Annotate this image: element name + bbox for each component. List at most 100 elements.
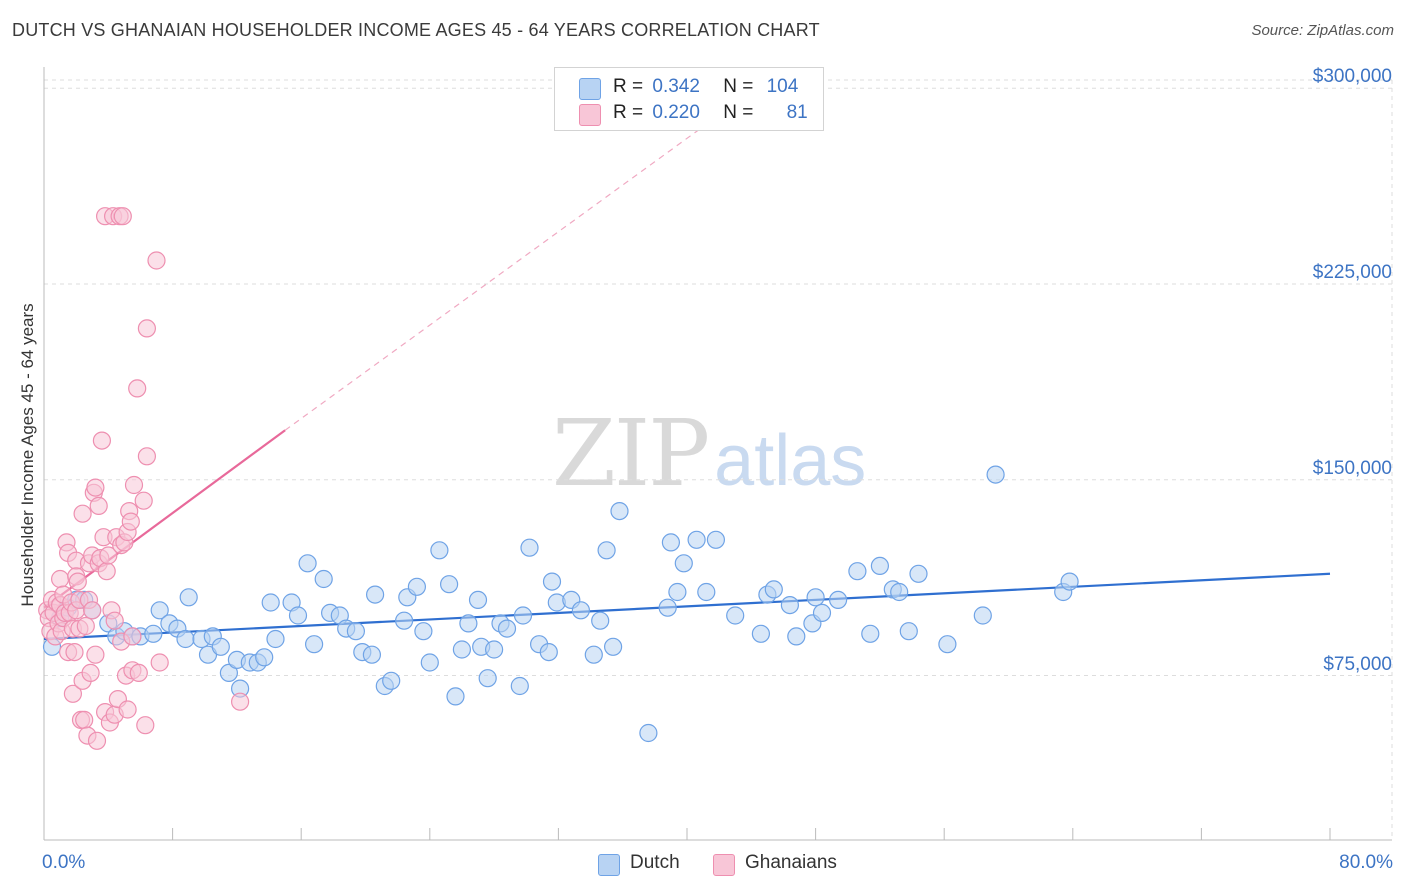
point-dutch-71: [603, 637, 623, 656]
legend-swatch-dutch: [579, 78, 601, 100]
point-dutch-46: [414, 622, 433, 641]
point-dutch-60: [513, 606, 533, 625]
point-dutch-98: [938, 635, 957, 654]
point-dutch-26: [255, 648, 274, 667]
point-dutch-68: [584, 645, 603, 664]
point-ghana-46: [92, 431, 112, 450]
point-ghana-77: [137, 319, 156, 338]
point-dutch-37: [346, 622, 365, 641]
point-dutch-27: [261, 593, 280, 612]
point-dutch-40: [366, 585, 385, 604]
points-layer: [38, 207, 1079, 750]
point-ghana-50: [97, 562, 116, 581]
point-dutch-72: [610, 502, 629, 521]
point-dutch-80: [706, 530, 726, 549]
point-dutch-56: [485, 640, 504, 659]
point-dutch-61: [520, 538, 539, 557]
point-ghana-25: [68, 572, 87, 591]
point-ghana-78: [147, 251, 166, 270]
point-dutch-30: [288, 606, 308, 625]
point-ghana-56: [105, 611, 124, 630]
point-ghana-68: [121, 512, 140, 531]
point-dutch-89: [812, 603, 832, 623]
point-ghana-36: [81, 663, 100, 683]
x-tick-label-0: 0.0%: [42, 852, 86, 873]
point-dutch-67: [571, 601, 591, 620]
point-dutch-70: [597, 541, 616, 560]
point-dutch-32: [305, 635, 324, 654]
point-ghana-9: [50, 569, 70, 589]
point-dutch-85: [780, 595, 800, 615]
point-dutch-78: [687, 530, 706, 549]
point-ghana-76: [137, 447, 156, 466]
point-dutch-84: [764, 580, 783, 599]
point-dutch-81: [726, 606, 745, 625]
point-dutch-93: [870, 556, 890, 576]
point-dutch-86: [787, 627, 806, 646]
point-dutch-73: [639, 723, 658, 743]
point-dutch-82: [751, 624, 771, 643]
point-ghana-40: [86, 478, 105, 497]
y-axis-label: Householder Income Ages 45 - 64 years: [18, 303, 37, 607]
point-ghana-32: [76, 616, 95, 636]
y-tick-label-3: $300,000: [1312, 66, 1392, 88]
point-dutch-53: [468, 590, 488, 610]
axes-layer: [43, 67, 1392, 841]
point-dutch-88: [806, 588, 825, 607]
point-dutch-45: [407, 577, 426, 596]
point-dutch-92: [861, 624, 880, 643]
point-dutch-79: [697, 582, 716, 602]
stats-legend: R = 0.342 N = 104 R = 0.220 N = 81: [554, 67, 824, 131]
point-dutch-63: [539, 642, 558, 662]
point-ghana-75: [136, 716, 155, 735]
point-dutch-43: [395, 611, 414, 630]
series-swatch-dutch: [598, 854, 620, 876]
point-dutch-55: [478, 669, 497, 688]
legend-text-dutch: R = 0.342 N = 104: [613, 76, 799, 97]
point-ghana-62: [113, 207, 132, 226]
y-tick-label-1: $150,000: [1312, 457, 1392, 479]
point-ghana-73: [129, 663, 148, 683]
point-ghana-51: [99, 546, 118, 565]
point-ghana-42: [87, 731, 107, 750]
point-ghana-29: [73, 504, 92, 523]
legend-swatch-ghana: [579, 104, 601, 126]
point-dutch-96: [899, 622, 918, 641]
series-swatch-ghana: [713, 854, 735, 876]
point-dutch-31: [298, 554, 317, 573]
point-dutch-90: [828, 590, 848, 610]
point-dutch-12: [150, 601, 169, 620]
point-ghana-72: [128, 379, 147, 398]
point-dutch-69: [591, 611, 610, 630]
point-dutch-51: [452, 640, 471, 659]
point-dutch-75: [661, 533, 681, 552]
chart-source: Source: ZipAtlas.com: [1251, 22, 1394, 39]
point-dutch-77: [674, 554, 693, 573]
point-ghana-37: [83, 601, 102, 620]
point-dutch-64: [542, 572, 562, 591]
point-ghana-65: [118, 700, 137, 719]
point-dutch-42: [382, 671, 401, 690]
point-dutch-16: [179, 588, 198, 607]
point-dutch-39: [362, 645, 381, 664]
point-ghana-71: [124, 475, 144, 495]
legend-text-ghana: R = 0.220 N = 81: [613, 102, 808, 123]
trendline-dutch: [43, 572, 1331, 641]
point-dutch-48: [430, 541, 449, 560]
point-dutch-59: [510, 676, 529, 696]
point-ghana-74: [134, 491, 153, 510]
point-ghana-19: [63, 684, 83, 703]
series-label-dutch: Dutch: [630, 852, 680, 873]
point-dutch-95: [890, 582, 909, 602]
point-dutch-76: [668, 582, 687, 602]
point-dutch-47: [420, 653, 439, 672]
point-dutch-99: [973, 606, 992, 625]
point-dutch-33: [314, 569, 333, 589]
point-dutch-20: [211, 637, 230, 656]
point-ghana-70: [123, 627, 142, 646]
point-dutch-50: [446, 687, 465, 706]
point-dutch-100: [986, 465, 1005, 484]
point-dutch-91: [848, 562, 867, 581]
y-tick-label-0: $75,000: [1323, 653, 1392, 675]
